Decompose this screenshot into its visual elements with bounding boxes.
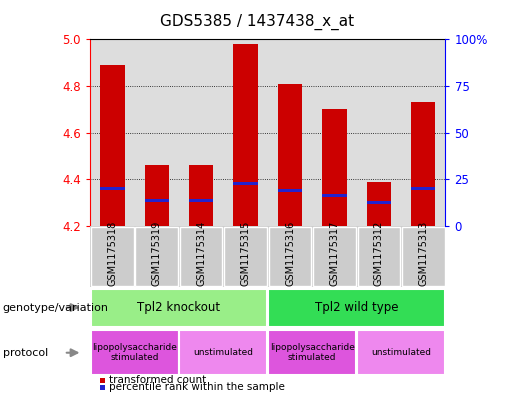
Bar [91, 330, 179, 375]
Text: lipopolysaccharide
stimulated: lipopolysaccharide stimulated [92, 343, 177, 362]
Bar [268, 288, 445, 327]
Bar [100, 65, 125, 226]
Text: GSM1175314: GSM1175314 [196, 221, 206, 286]
Bar [189, 165, 213, 226]
Text: Tpl2 wild type: Tpl2 wild type [315, 301, 399, 314]
Bar [402, 227, 444, 286]
Bar [135, 227, 178, 286]
Bar [91, 288, 267, 327]
Bar [233, 182, 258, 185]
Bar [357, 227, 400, 286]
Text: GSM1175315: GSM1175315 [241, 221, 251, 286]
Bar [233, 44, 258, 226]
Text: GSM1175312: GSM1175312 [374, 221, 384, 286]
Bar [179, 330, 267, 375]
Bar [224, 227, 267, 286]
Text: genotype/variation: genotype/variation [3, 303, 109, 312]
Text: transformed count: transformed count [109, 375, 207, 386]
Text: GSM1175316: GSM1175316 [285, 221, 295, 286]
Text: GDS5385 / 1437438_x_at: GDS5385 / 1437438_x_at [161, 14, 354, 30]
Text: GSM1175319: GSM1175319 [152, 221, 162, 286]
Bar [91, 227, 134, 286]
Bar [411, 187, 436, 190]
Bar [322, 109, 347, 226]
Bar [278, 84, 302, 226]
Bar [145, 199, 169, 202]
Bar [313, 227, 356, 286]
Bar [357, 330, 445, 375]
Bar [145, 165, 169, 226]
Bar [268, 330, 356, 375]
Text: GSM1175317: GSM1175317 [330, 221, 339, 286]
Text: GSM1175313: GSM1175313 [418, 221, 428, 286]
Bar [367, 201, 391, 204]
Bar [100, 187, 125, 190]
Bar [269, 227, 312, 286]
Text: Tpl2 knockout: Tpl2 knockout [138, 301, 220, 314]
Bar [367, 182, 391, 226]
Text: protocol: protocol [3, 348, 48, 358]
Bar [189, 199, 213, 202]
Bar [278, 189, 302, 193]
Bar [180, 227, 222, 286]
Text: unstimulated: unstimulated [193, 348, 253, 357]
Bar [411, 102, 436, 226]
Text: unstimulated: unstimulated [371, 348, 431, 357]
Text: lipopolysaccharide
stimulated: lipopolysaccharide stimulated [270, 343, 355, 362]
Bar [322, 194, 347, 197]
Text: GSM1175318: GSM1175318 [107, 221, 117, 286]
Text: percentile rank within the sample: percentile rank within the sample [109, 382, 285, 393]
